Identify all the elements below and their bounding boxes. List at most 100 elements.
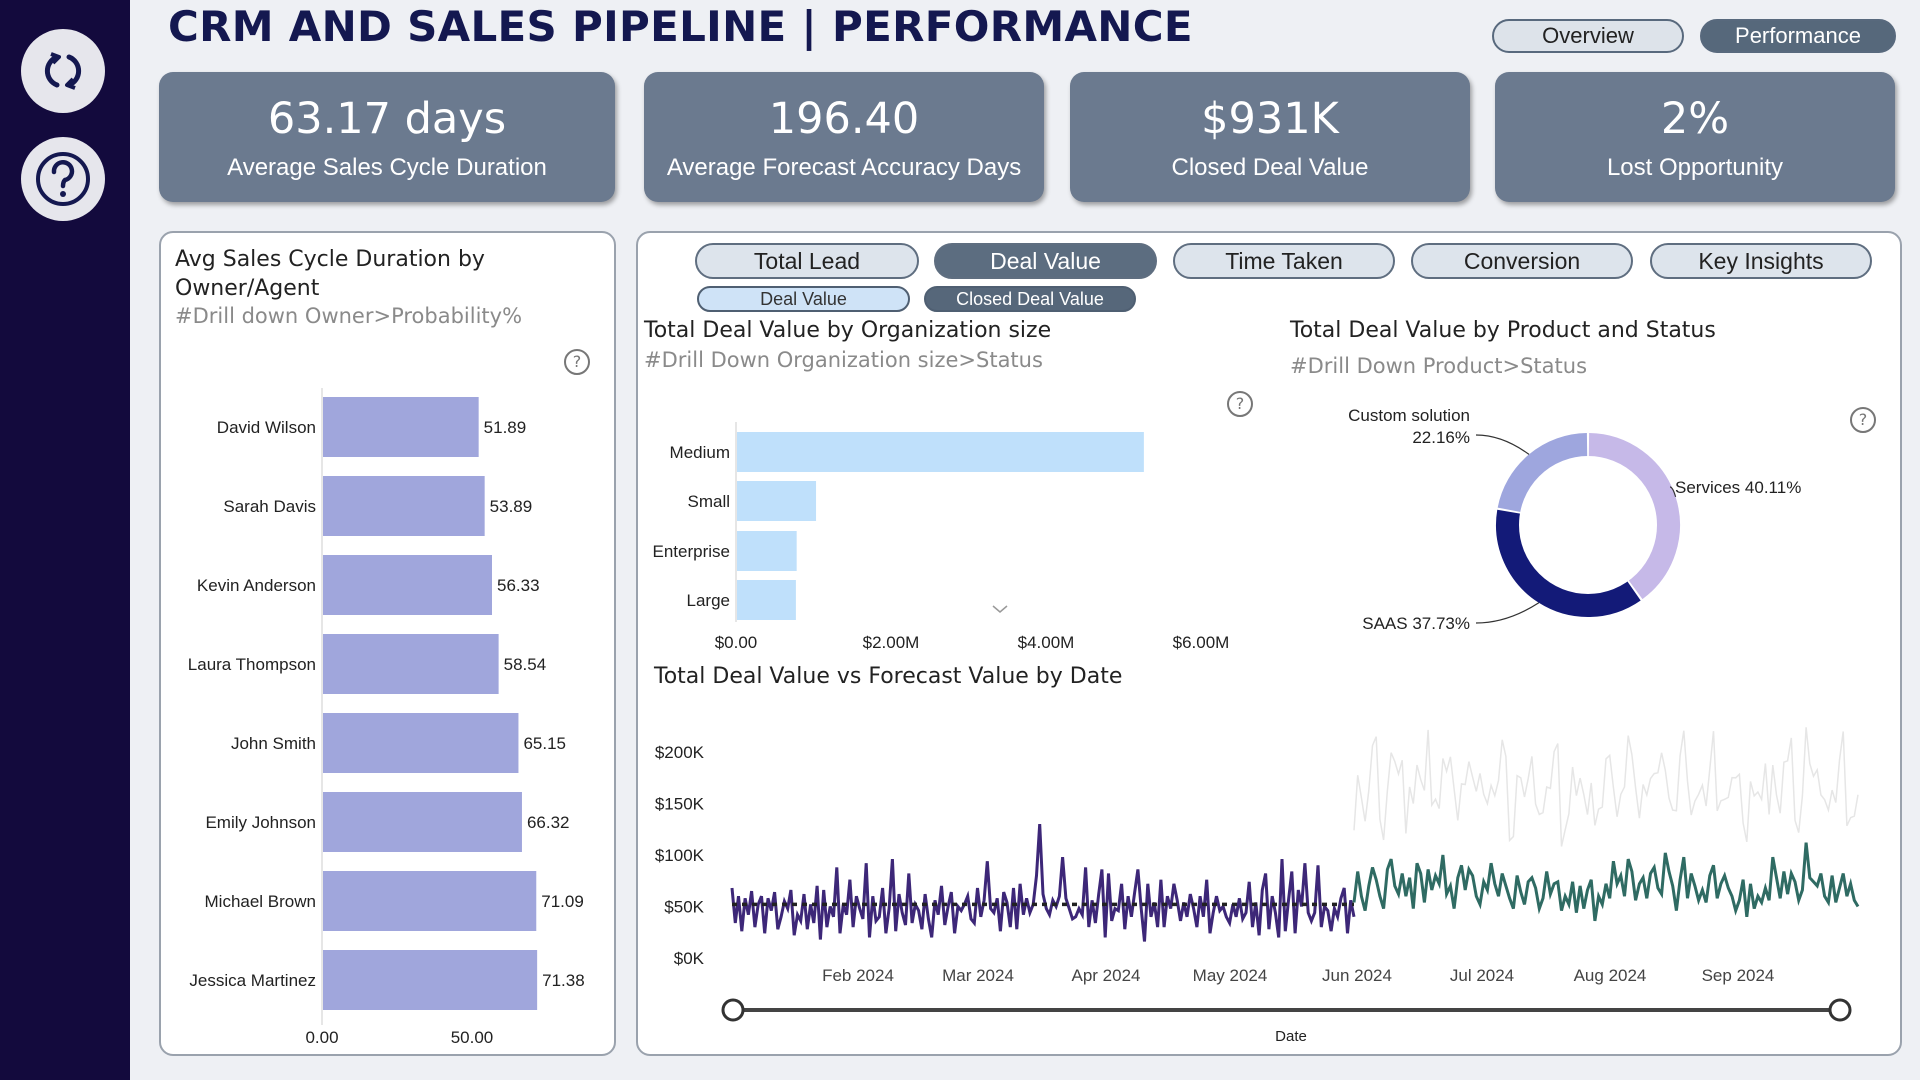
help-icon <box>36 152 90 206</box>
org-bar-chart: Medium Small Enterprise Large $0.00 $2.00M $4.… <box>653 422 1229 652</box>
owner-bar <box>323 555 492 615</box>
owner-value-label: 58.54 <box>504 655 547 674</box>
actual-deal-line <box>730 824 1356 942</box>
org-bar <box>737 481 817 521</box>
owner-chart-title-line1: Avg Sales Cycle Duration by <box>175 247 485 272</box>
custom-leader-line <box>1475 434 1530 455</box>
line-x-axis-label: Date <box>1275 1028 1307 1045</box>
owner-value-label: 71.38 <box>542 971 585 990</box>
line-y-tick: $50K <box>664 898 704 917</box>
owner-x-tick: 50.00 <box>451 1028 494 1047</box>
line-y-tick: $100K <box>655 846 705 865</box>
owner-category-label: Sarah Davis <box>223 497 316 516</box>
tab-deal-value[interactable]: Deal Value <box>934 243 1157 279</box>
owner-bar <box>323 476 485 536</box>
owner-bar <box>323 397 479 457</box>
subtab-closed-deal-value[interactable]: Closed Deal Value <box>924 286 1136 312</box>
org-x-tick: $0.00 <box>715 633 758 652</box>
owner-value-label: 56.33 <box>497 576 540 595</box>
donut-slice <box>1496 509 1641 617</box>
owner-bar <box>323 792 522 852</box>
tab-conversion[interactable]: Conversion <box>1411 243 1633 279</box>
saas-label: SAAS 37.73% <box>1362 614 1470 633</box>
tab-time-taken[interactable]: Time Taken <box>1173 243 1395 279</box>
owner-category-label: John Smith <box>231 734 316 753</box>
line-x-tick: May 2024 <box>1193 966 1268 985</box>
org-chart-subtitle: #Drill Down Organization size>Status <box>644 348 1043 372</box>
org-bar <box>737 580 796 620</box>
help-button[interactable] <box>21 137 105 221</box>
donut-slice <box>1588 433 1680 600</box>
kpi-card-lost-opportunity: 2% Lost Opportunity <box>1495 72 1895 202</box>
owner-chart-subtitle: #Drill down Owner>Probability% <box>175 304 523 328</box>
line-x-tick: Jul 2024 <box>1450 966 1514 985</box>
subtab-deal-value[interactable]: Deal Value <box>697 286 910 312</box>
line-y-tick: $150K <box>655 795 705 814</box>
deal-forecast-line-chart: $200K $150K $100K $50K $0K Feb 2024 Mar 2024 Ap… <box>655 727 1860 1045</box>
org-category-label: Medium <box>670 443 730 462</box>
product-chart-title: Total Deal Value by Product and Status <box>1290 318 1716 343</box>
saas-leader-line <box>1475 602 1540 624</box>
kpi-value: 2% <box>1660 94 1730 144</box>
owner-chart-help-icon[interactable]: ? <box>564 349 590 375</box>
forecast-ghost-line <box>1353 727 1859 847</box>
kpi-value: $931K <box>1201 94 1339 144</box>
kpi-label: Lost Opportunity <box>1606 154 1784 181</box>
org-chart-title: Total Deal Value by Organization size <box>644 318 1052 343</box>
line-x-tick: Apr 2024 <box>1072 966 1141 985</box>
line-x-tick: Aug 2024 <box>1574 966 1647 985</box>
owner-bar <box>323 871 537 931</box>
org-category-label: Enterprise <box>653 542 730 561</box>
donut-slice <box>1497 433 1588 513</box>
owner-value-label: 71.09 <box>541 892 584 911</box>
date-slider-end-handle[interactable] <box>1828 998 1852 1022</box>
owner-x-tick: 0.00 <box>305 1028 338 1047</box>
owner-category-label: Kevin Anderson <box>197 576 316 595</box>
org-bar <box>737 531 797 571</box>
owner-chart-title: Avg Sales Cycle Duration by Owner/Agent <box>175 245 485 303</box>
services-leader-line <box>1669 486 1677 498</box>
owner-value-label: 66.32 <box>527 813 570 832</box>
overview-nav-button[interactable]: Overview <box>1492 19 1684 53</box>
services-label: Services 40.11% <box>1675 478 1801 497</box>
owner-category-label: Laura Thompson <box>188 655 316 674</box>
chevron-down-icon <box>992 605 1008 613</box>
org-category-label: Small <box>687 492 730 511</box>
kpi-label: Average Sales Cycle Duration <box>227 154 547 181</box>
product-donut-chart: Services 40.11% SAAS 37.73% Custom solutio… <box>1348 406 1801 633</box>
owner-category-label: Jessica Martinez <box>189 971 316 990</box>
owner-value-label: 51.89 <box>484 418 527 437</box>
refresh-button[interactable] <box>21 29 105 113</box>
line-y-tick: $200K <box>655 743 705 762</box>
refresh-icon <box>44 52 82 90</box>
kpi-label: Closed Deal Value <box>1171 154 1369 181</box>
owner-category-label: Michael Brown <box>205 892 317 911</box>
owner-chart-title-line2: Owner/Agent <box>175 276 320 301</box>
org-x-tick: $2.00M <box>863 633 920 652</box>
owner-chart-panel: Avg Sales Cycle Duration by Owner/Agent … <box>159 231 616 1056</box>
line-x-tick: Mar 2024 <box>942 966 1014 985</box>
kpi-card-forecast-accuracy: 196.40 Average Forecast Accuracy Days <box>644 72 1044 202</box>
owner-value-label: 65.15 <box>523 734 566 753</box>
owner-category-label: Emily Johnson <box>205 813 316 832</box>
tab-key-insights[interactable]: Key Insights <box>1650 243 1872 279</box>
org-bar <box>737 432 1144 472</box>
kpi-value: 196.40 <box>768 94 920 144</box>
product-chart-subtitle: #Drill Down Product>Status <box>1290 354 1588 378</box>
custom-label-line2: 22.16% <box>1412 428 1470 447</box>
owner-bar <box>323 713 519 773</box>
performance-nav-button[interactable]: Performance <box>1700 19 1896 53</box>
sidebar <box>0 0 130 1080</box>
line-y-tick: $0K <box>674 949 705 968</box>
org-category-label: Large <box>687 591 730 610</box>
kpi-label: Average Forecast Accuracy Days <box>666 154 1022 181</box>
org-chart-help-icon[interactable]: ? <box>1227 391 1253 417</box>
product-chart-help-icon[interactable]: ? <box>1850 407 1876 433</box>
owner-value-label: 53.89 <box>490 497 533 516</box>
line-x-tick: Jun 2024 <box>1322 966 1392 985</box>
kpi-card-closed-deal: $931K Closed Deal Value <box>1070 72 1470 202</box>
owner-bar-chart: David Wilson 51.89 Sarah Davis 53.89 Kevin A… <box>188 388 585 1047</box>
tab-total-lead[interactable]: Total Lead <box>695 243 919 279</box>
line-x-tick: Sep 2024 <box>1702 966 1775 985</box>
date-slider-start-handle[interactable] <box>721 998 745 1022</box>
